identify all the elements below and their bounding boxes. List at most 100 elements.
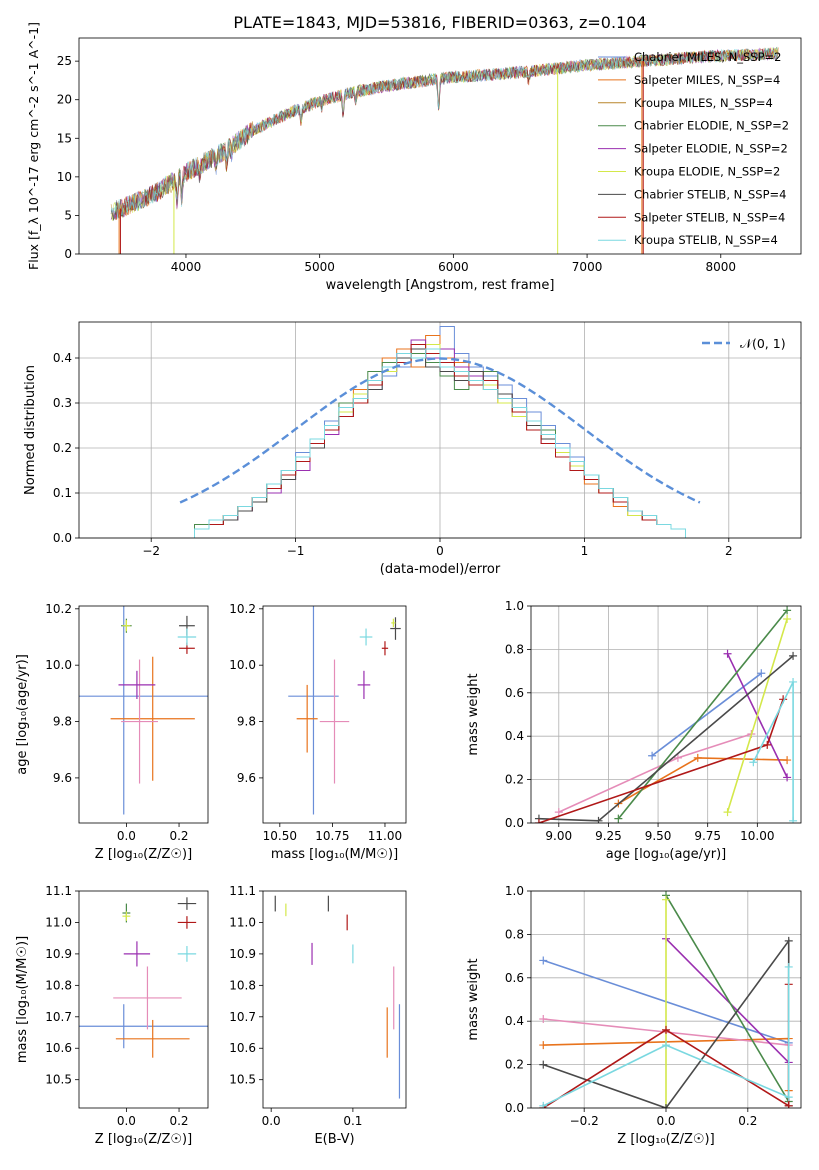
weight-line — [726, 618, 788, 813]
x-axis-label: age [log₁₀(age/yr)] — [606, 847, 727, 862]
weight-marker — [539, 956, 548, 965]
mass_vs_Z-frame — [78, 890, 209, 1109]
y-tick-label: 25 — [57, 54, 72, 68]
y-tick-label: 11.1 — [45, 884, 72, 898]
data-point — [381, 641, 389, 656]
weight_vs_age-plot-area — [534, 606, 798, 823]
weight-marker — [783, 756, 792, 765]
y-tick-label: 0.0 — [505, 816, 524, 830]
residual_histogram-axes: −2 −1 0 1 2 0.0 0.1 0.2 0.3 0.4 (data-model)/error… — [23, 321, 802, 577]
weight-marker — [789, 816, 798, 823]
weight-marker — [693, 753, 702, 762]
legend-entry: Salpeter ELODIE, N_SSP=2 — [634, 142, 788, 156]
weight-line — [617, 609, 788, 820]
weight-marker — [539, 1060, 548, 1069]
y-tick-label: 10.2 — [229, 602, 256, 616]
data-point — [177, 916, 197, 929]
data-point — [118, 670, 156, 699]
x-tick-label: 8000 — [706, 260, 737, 274]
histogram-legend: 𝒩(0, 1) — [702, 336, 786, 351]
weight-marker — [784, 936, 793, 945]
x-axis-label: Z [log₁₀(Z/Z☉)] — [95, 1132, 192, 1147]
x-tick-label: 9.50 — [645, 829, 672, 843]
y-tick-label: 9.8 — [237, 715, 256, 729]
legend-entry: 𝒩(0, 1) — [740, 336, 786, 351]
y-tick-label: 9.6 — [237, 771, 256, 785]
residual_histogram-plot-area — [179, 326, 701, 538]
y-tick-label: 0.6 — [505, 686, 524, 700]
y-axis-label: Normed distribution — [23, 365, 38, 495]
y-tick-label: 0.2 — [505, 1058, 524, 1072]
x-axis-label: E(B-V) — [314, 1132, 354, 1147]
weight_vs_Z-plot-area — [539, 891, 793, 1108]
y-tick-label: 0.4 — [53, 351, 72, 365]
legend-entry: Salpeter STELIB, N_SSP=4 — [634, 210, 785, 224]
y-tick-label: 10.0 — [45, 658, 72, 672]
mass_vs_EBV-frame — [262, 890, 407, 1109]
weight-line — [542, 967, 790, 1107]
spectrum-frame — [78, 37, 802, 255]
data-point — [391, 618, 396, 628]
x-axis-label: Z [log₁₀(Z/Z☉)] — [95, 847, 192, 862]
x-tick-label: −0.2 — [570, 1114, 599, 1128]
spectrum-plot-area — [110, 46, 779, 254]
weight_vs_age-frame — [530, 605, 802, 824]
weight-marker — [662, 895, 670, 904]
weight-marker — [783, 615, 792, 624]
y-tick-label: 20 — [57, 93, 72, 107]
weight_vs_Z-axes: −0.2 0.0 0.2 0.0 0.2 0.4 0.6 0.8 1.0 Z [log₁₀(Z/Z… — [466, 884, 802, 1147]
weight-marker — [783, 606, 792, 615]
age_vs_mass-plot-area — [288, 606, 401, 815]
x-tick-label: 5000 — [304, 260, 335, 274]
x-tick-label: 10.50 — [263, 829, 297, 843]
mass_vs_EBV-plot-area — [274, 895, 401, 1099]
data-point — [177, 946, 197, 962]
y-tick-label: 0.8 — [505, 927, 524, 941]
data-point — [296, 684, 318, 753]
x-axis-label: Z [log₁₀(Z/Z☉)] — [617, 1132, 714, 1147]
weight-marker — [614, 814, 623, 823]
data-point — [177, 897, 197, 910]
y-tick-label: 10.7 — [45, 1010, 72, 1024]
x-tick-label: 0 — [436, 544, 444, 558]
data-point — [113, 966, 182, 1030]
y-tick-label: 9.8 — [53, 715, 72, 729]
y-axis-label: mass weight — [466, 673, 481, 755]
mass_vs_Z-axes: 0.0 0.2 10.5 10.6 10.7 10.8 10.9 11.0 11.1 Z [log… — [15, 884, 209, 1147]
data-point — [122, 620, 131, 632]
legend-entry: Chabrier STELIB, N_SSP=4 — [634, 187, 786, 201]
weight-marker — [763, 740, 772, 749]
y-tick-label: 11.0 — [45, 915, 72, 929]
y-tick-label: 10.8 — [229, 978, 256, 992]
weight-line — [618, 757, 788, 805]
spectrum-line — [110, 47, 778, 220]
x-tick-label: 9.25 — [595, 829, 622, 843]
x-axis-label: wavelength [Angstrom, rest frame] — [326, 278, 555, 293]
y-tick-label: 10.0 — [229, 658, 256, 672]
y-tick-label: 1.0 — [505, 884, 524, 898]
x-tick-label: 0.0 — [262, 1114, 281, 1128]
x-tick-label: 11.00 — [368, 829, 402, 843]
data-point — [319, 659, 350, 784]
weight-marker — [783, 773, 792, 782]
weight-marker — [554, 808, 563, 817]
weight-marker — [784, 962, 793, 971]
weight-marker — [539, 1101, 548, 1108]
y-tick-label: 10.8 — [45, 978, 72, 992]
legend-entry: Kroupa STELIB, N_SSP=4 — [634, 233, 778, 247]
y-tick-label: 0 — [64, 247, 72, 261]
weight_vs_age-axes: 9.00 9.25 9.50 9.75 10.00 0.0 0.2 0.4 0.6 0.8 1.0 a… — [466, 599, 802, 862]
weight-marker — [749, 758, 758, 767]
legend-entry: Salpeter MILES, N_SSP=4 — [634, 73, 780, 87]
x-tick-label: 6000 — [438, 260, 469, 274]
data-point — [115, 1019, 190, 1058]
weight-line — [651, 672, 762, 757]
weight-marker — [673, 753, 682, 762]
weight-marker — [662, 1025, 670, 1034]
x-axis-label: mass [log₁₀(M/M☉)] — [271, 847, 398, 862]
x-tick-label: 0.2 — [738, 1114, 757, 1128]
y-tick-label: 9.6 — [53, 771, 72, 785]
weight-marker — [594, 816, 603, 823]
y-tick-label: 0.3 — [53, 396, 72, 410]
y-tick-label: 10.6 — [229, 1041, 256, 1055]
